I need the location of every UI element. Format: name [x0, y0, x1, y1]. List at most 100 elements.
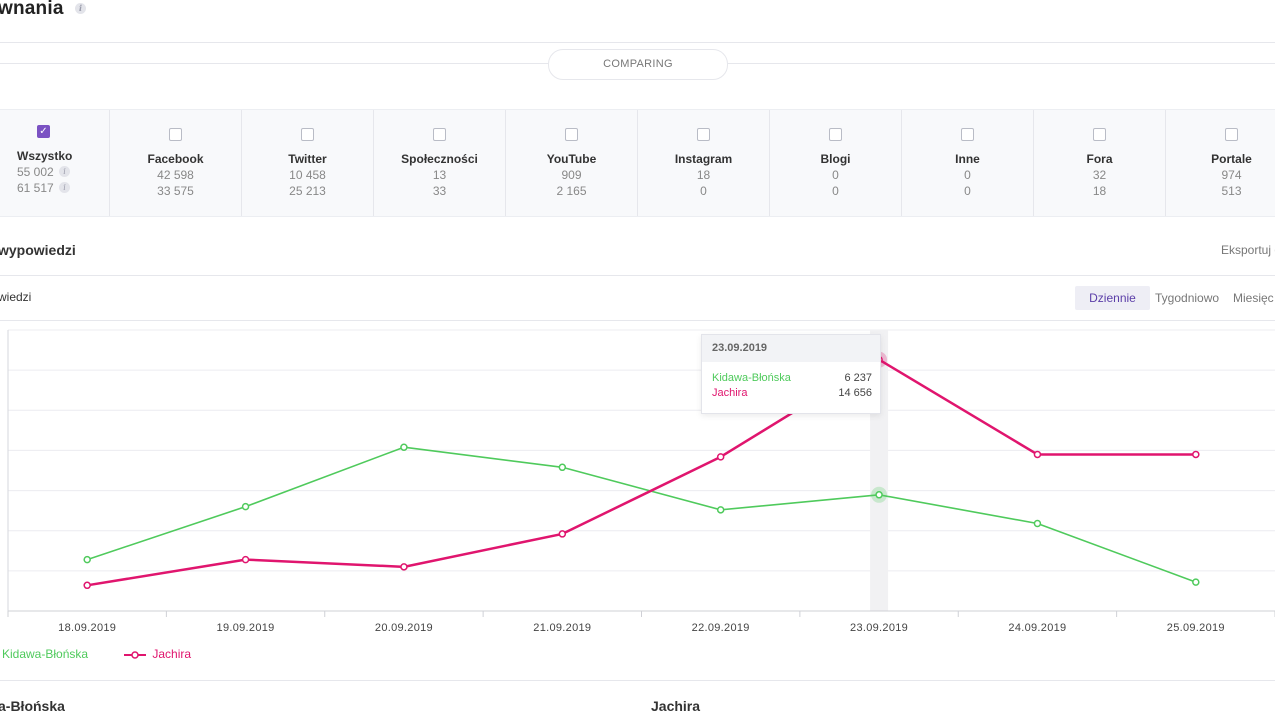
x-tick-label: 21.09.2019 — [533, 622, 591, 634]
filter-youtube[interactable]: YouTube 909 2 165 — [506, 110, 637, 216]
filter-label: Blogi — [820, 152, 851, 166]
checkbox-icon[interactable] — [829, 128, 842, 141]
filter-fora[interactable]: Fora 32 18 — [1034, 110, 1165, 216]
data-point — [716, 506, 725, 514]
filter-label: Twitter — [288, 152, 327, 166]
candidate-heading-left: a-Błońska — [0, 698, 65, 714]
divider — [373, 110, 374, 216]
filter-wszystko[interactable]: ✓ Wszystko 55 002 i 61 517 i — [0, 110, 109, 216]
info-icon[interactable]: i — [75, 3, 87, 15]
divider — [0, 320, 1275, 321]
page-title-text: wnania — [0, 0, 64, 19]
checkbox-icon[interactable] — [433, 128, 446, 141]
legend-marker-icon — [124, 651, 146, 659]
checkbox-icon[interactable] — [1093, 128, 1106, 141]
filter-portale[interactable]: Portale 974 513 — [1166, 110, 1275, 216]
comparing-badge[interactable]: COMPARING — [548, 49, 728, 80]
tooltip-row: Kidawa-Błońska 6 237 — [712, 372, 872, 384]
data-point — [83, 555, 91, 564]
filter-facebook[interactable]: Facebook 42 598 33 575 — [110, 110, 241, 216]
data-point — [1033, 519, 1042, 528]
tooltip-series-value: 6 237 — [844, 372, 872, 384]
divider — [0, 42, 1275, 43]
tab-miesiecznie[interactable]: Miesięc — [1233, 291, 1274, 305]
divider — [637, 110, 638, 216]
section-title: wypowiedzi — [0, 242, 76, 258]
data-point — [558, 530, 567, 538]
filter-value-2: 33 575 — [157, 184, 194, 198]
filter-inne[interactable]: Inne 0 0 — [902, 110, 1033, 216]
data-point — [241, 555, 250, 564]
info-icon[interactable]: i — [59, 165, 71, 177]
data-point — [1192, 578, 1200, 586]
data-point — [241, 502, 250, 511]
filter-label: Inne — [955, 152, 980, 166]
tooltip-series-value: 14 656 — [838, 387, 872, 399]
filter-value-1: 0 — [964, 168, 971, 182]
series-line-2 — [86, 358, 1196, 587]
filter-instagram[interactable]: Instagram 18 0 — [638, 110, 769, 216]
filter-label: Facebook — [147, 152, 204, 166]
filter-value-2: 513 — [1221, 184, 1242, 198]
filter-value-1: 10 458 — [289, 168, 326, 182]
data-point — [83, 581, 91, 590]
filter-value-1: 42 598 — [157, 168, 194, 182]
filter-value-2: 0 — [832, 184, 839, 198]
page-title: wnania i — [0, 0, 87, 20]
tooltip-series-name: Kidawa-Błońska — [712, 372, 791, 384]
filter-value-2: 25 213 — [289, 184, 326, 198]
filter-value-1: 909 — [561, 168, 582, 182]
divider — [505, 110, 506, 216]
tab-dziennie[interactable]: Dziennie — [1075, 286, 1150, 310]
tooltip-date: 23.09.2019 — [702, 335, 880, 362]
divider — [769, 110, 770, 216]
filter-value-2: 18 — [1092, 184, 1107, 198]
checkbox-icon[interactable] — [565, 128, 578, 141]
filter-blogi[interactable]: Blogi 0 0 — [770, 110, 901, 216]
filter-value-2: 33 — [432, 184, 447, 198]
filter-value-1: 0 — [832, 168, 839, 182]
filter-label: Społeczności — [401, 152, 478, 166]
source-filter-bar: ✓ Wszystko 55 002 i 61 517 i Facebook 42… — [0, 109, 1275, 217]
filter-value-1: 13 — [432, 168, 447, 182]
tooltip-row: Jachira 14 656 — [712, 387, 872, 399]
legend-label: Kidawa-Błońska — [2, 647, 89, 661]
data-point — [716, 453, 725, 461]
checkbox-icon[interactable] — [697, 128, 710, 141]
filter-label: Instagram — [674, 152, 733, 166]
filter-value-2: 2 165 — [556, 184, 587, 198]
filter-value-text: 55 002 — [17, 165, 54, 179]
divider — [0, 275, 1275, 276]
legend-label: Jachira — [152, 647, 192, 661]
x-tick-label: 22.09.2019 — [692, 622, 750, 634]
x-tick-label: 25.09.2019 — [1167, 622, 1225, 634]
filter-value-1: 974 — [1221, 168, 1242, 182]
checkbox-icon[interactable] — [961, 128, 974, 141]
info-icon[interactable]: i — [59, 181, 71, 193]
checkbox-icon[interactable] — [301, 128, 314, 141]
line-chart: 18.09.2019 19.09.2019 20.09.2019 21.09.2019… — [7, 329, 1275, 634]
x-tick-label: 18.09.2019 — [58, 622, 116, 634]
divider — [901, 110, 902, 216]
filter-label: Wszystko — [17, 149, 73, 163]
tab-tygodniowo[interactable]: Tygodniowo — [1155, 291, 1220, 305]
checkbox-icon[interactable] — [1225, 128, 1238, 141]
filter-value-2: 61 517 i — [0, 182, 109, 195]
chart-subheading: wiedzi — [0, 290, 32, 304]
divider — [109, 110, 110, 216]
data-point — [1192, 450, 1200, 459]
filter-twitter[interactable]: Twitter 10 458 25 213 — [242, 110, 373, 216]
checkbox-icon[interactable] — [169, 128, 182, 141]
filter-spolecznosci[interactable]: Społeczności 13 33 — [374, 110, 505, 216]
checkbox-checked-icon[interactable]: ✓ — [37, 125, 50, 138]
legend-item-series-2[interactable]: Jachira — [124, 647, 191, 661]
filter-value-1: 18 — [696, 168, 711, 182]
legend-item-series-1[interactable]: Kidawa-Błońska — [2, 647, 88, 661]
export-link[interactable]: Eksportuj d — [1221, 243, 1275, 257]
x-tick-label: 19.09.2019 — [217, 622, 275, 634]
filter-label: Fora — [1086, 152, 1113, 166]
divider — [1033, 110, 1034, 216]
data-point — [558, 463, 567, 472]
tooltip-series-name: Jachira — [712, 387, 748, 399]
divider — [1165, 110, 1166, 216]
